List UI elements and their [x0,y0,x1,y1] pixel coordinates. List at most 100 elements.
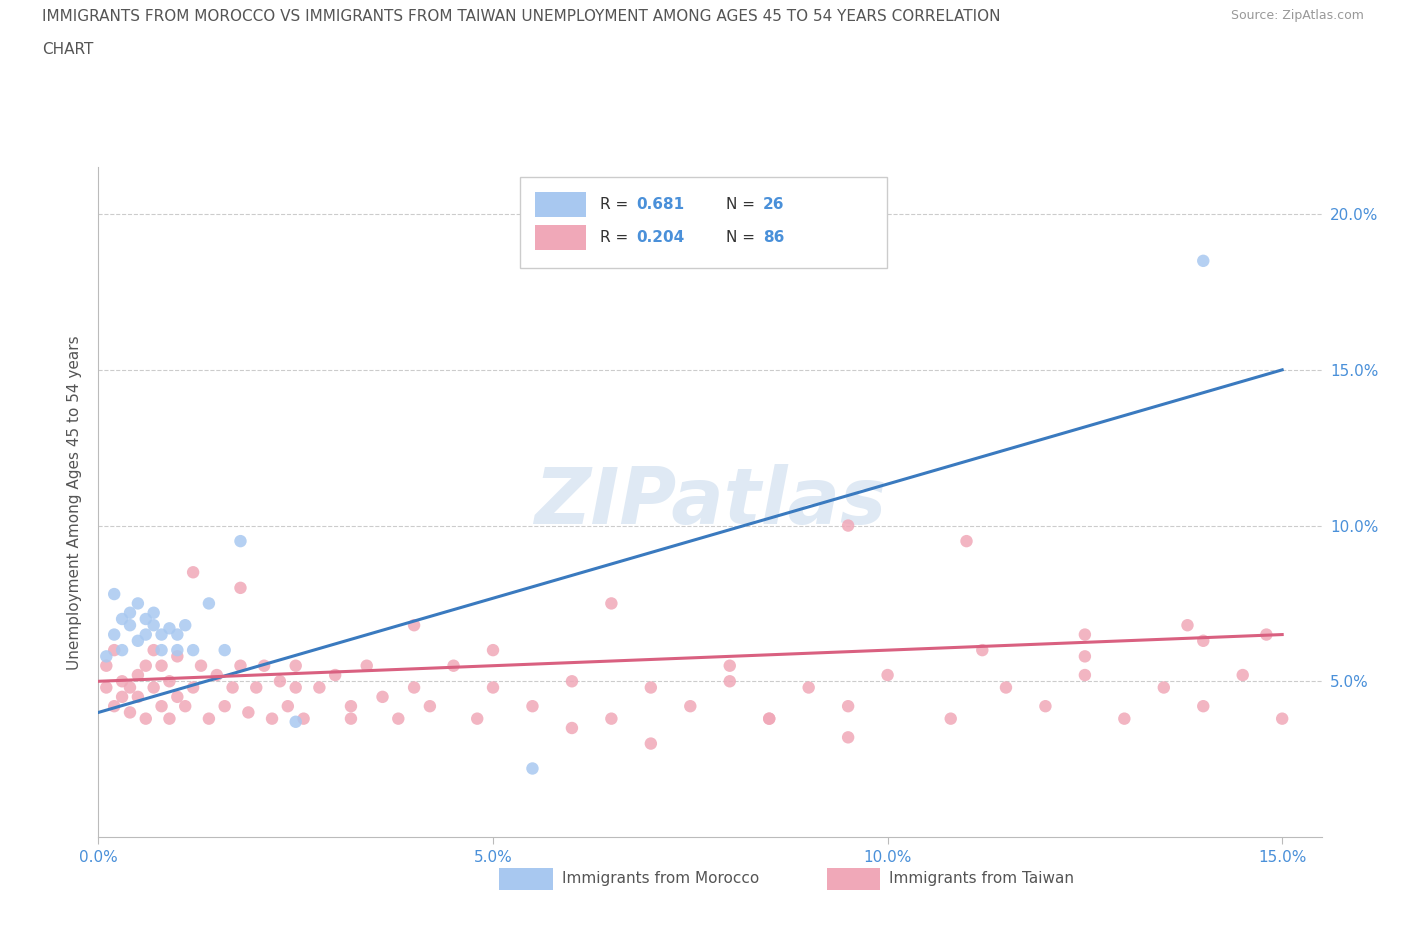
Point [174,698,197,713]
Point [356,658,378,673]
Point [522,761,544,776]
Point [1192,253,1215,268]
Bar [536,192,586,217]
Point [1035,698,1057,713]
Point [142,605,165,620]
Point [561,674,583,689]
Point [679,698,702,713]
Point [482,680,505,695]
Point [111,689,134,704]
Point [214,643,236,658]
Point [1256,627,1278,642]
Point [181,643,204,658]
Point [600,596,623,611]
Point [640,680,662,695]
Point [371,689,394,704]
Point [1074,668,1097,683]
Text: N =: N = [725,231,759,246]
Point [127,596,149,611]
Point [96,649,118,664]
Text: Source: ZipAtlas.com: Source: ZipAtlas.com [1230,9,1364,22]
Point [96,658,118,673]
Point [118,605,141,620]
Point [142,643,165,658]
Point [181,565,204,579]
Point [955,534,977,549]
Text: 26: 26 [762,197,785,212]
Point [229,580,252,595]
Point [111,674,134,689]
Point [387,711,409,726]
Point [340,698,363,713]
Point [972,643,994,658]
Point [323,668,346,683]
Point [837,518,859,533]
Point [292,711,315,726]
Point [837,730,859,745]
Point [269,674,291,689]
Point [135,711,157,726]
Point [522,698,544,713]
Point [284,658,307,673]
Point [718,658,741,673]
Point [166,649,188,664]
Point [600,711,623,726]
Point [142,618,165,632]
Point [758,711,780,726]
Point [127,633,149,648]
Point [159,674,181,689]
Point [482,643,505,658]
Point [308,680,330,695]
Point [284,714,307,729]
Point [1232,668,1254,683]
Point [1192,633,1215,648]
Point [1074,627,1097,642]
Point [260,711,283,726]
Y-axis label: Unemployment Among Ages 45 to 54 years: Unemployment Among Ages 45 to 54 years [67,335,83,670]
Point [142,680,165,695]
Point [245,680,267,695]
Point [150,698,173,713]
Point [1074,649,1097,664]
Point [797,680,820,695]
Text: 0.204: 0.204 [637,231,685,246]
Point [876,668,898,683]
Point [253,658,276,673]
Point [111,612,134,627]
Point [103,587,125,602]
Point [166,643,188,658]
Point [150,643,173,658]
Bar [536,225,586,250]
Point [135,658,157,673]
Point [103,698,125,713]
Point [198,596,221,611]
Text: IMMIGRANTS FROM MOROCCO VS IMMIGRANTS FROM TAIWAN UNEMPLOYMENT AMONG AGES 45 TO : IMMIGRANTS FROM MOROCCO VS IMMIGRANTS FR… [42,9,1001,24]
Point [277,698,299,713]
Point [150,627,173,642]
Point [1192,698,1215,713]
Point [238,705,260,720]
Point [1114,711,1136,726]
Text: ZIPatlas: ZIPatlas [534,464,886,540]
Point [190,658,212,673]
Point [837,698,859,713]
Point [758,711,780,726]
Point [1271,711,1294,726]
Point [166,627,188,642]
Point [443,658,465,673]
Point [135,627,157,642]
Text: Immigrants from Morocco: Immigrants from Morocco [562,871,759,886]
Point [205,668,228,683]
Point [229,658,252,673]
Text: R =: R = [600,197,633,212]
Point [1153,680,1175,695]
Point [939,711,962,726]
Text: 0.681: 0.681 [637,197,685,212]
Point [118,705,141,720]
Point [718,674,741,689]
Point [561,721,583,736]
Point [166,689,188,704]
Point [96,680,118,695]
Point [340,711,363,726]
Point [159,621,181,636]
